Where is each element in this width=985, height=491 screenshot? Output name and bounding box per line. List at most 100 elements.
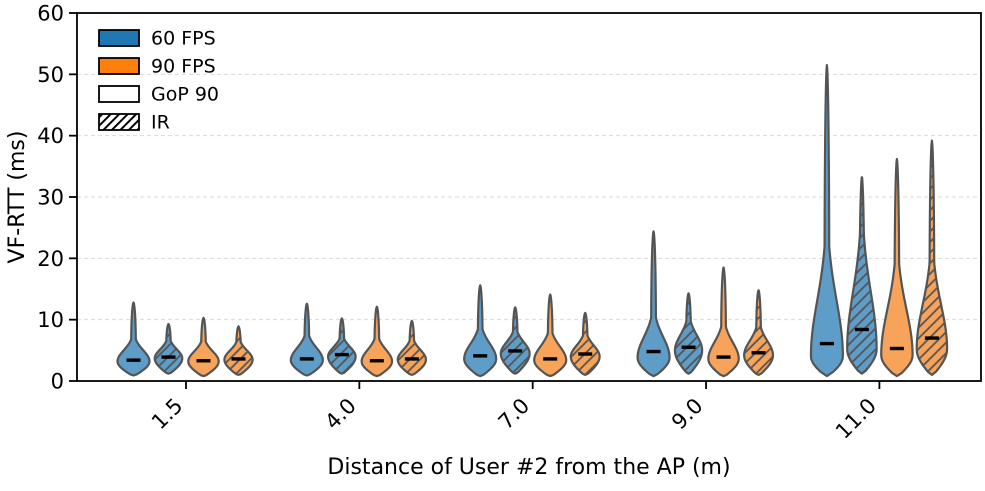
legend-swatch-gop90 [98,85,140,103]
median-bar [231,357,246,361]
y-tick-label: 60 [37,2,64,26]
violin-9.0m-90-fps-ir [743,289,775,376]
violin-hatch [570,312,600,375]
legend-label-90fps: 90 FPS [151,56,216,78]
median-bar [681,345,696,349]
legend-item-60fps: 60 FPS [98,28,216,50]
violin-body [534,294,567,377]
violin-outline [187,316,220,378]
violin-4.0m-90-fps-ir [396,319,428,376]
violin-11.0m-90-fps-gop-90 [880,157,914,378]
median-bar [299,357,314,361]
violin-body [881,158,913,377]
violin-outline [360,305,394,378]
violin-outline [533,293,568,378]
violin-9.0m-60-fps-gop-90 [636,230,671,378]
violin-outline [116,301,151,377]
violin-outline [880,157,914,378]
violin-1.5m-90-fps-ir [223,325,254,376]
violin-9.0m-60-fps-ir [673,292,704,375]
violin-hatch [916,140,948,375]
violin-body [290,303,323,376]
median-bar [819,341,834,346]
legend-item-90fps: 90 FPS [98,56,216,78]
median-bar [334,352,349,357]
violin-11.0m-60-fps-ir [846,176,878,375]
median-bar [889,346,904,351]
median-bar [646,349,661,354]
y-tick-label: 0 [51,370,64,394]
legend-swatch-60fps [98,29,140,47]
legend-swatch-90fps [98,57,140,75]
legend-item-ir: IR [98,112,170,134]
violin-7.0m-60-fps-ir [499,306,531,375]
violin-7.0m-90-fps-gop-90 [533,293,568,378]
violin-outline [743,289,775,376]
median-bar [161,355,176,359]
violin-7.0m-60-fps-gop-90 [463,284,498,378]
median-bar [196,359,211,363]
violin-outline [499,306,531,375]
median-bar [543,357,558,361]
violin-outline [326,317,357,375]
violin-outline [809,64,844,378]
median-bar [404,357,419,361]
violin-outline [707,266,740,378]
violin-body [464,285,497,377]
violin-hatch [744,290,773,375]
legend-swatch-ir [98,113,140,131]
y-tick-label: 20 [37,247,64,271]
y-axis-label: VF-RTT (ms) [5,131,30,264]
violin-4.0m-90-fps-gop-90 [360,305,394,378]
median-bar [508,349,523,353]
violin-hatch [154,323,183,374]
legend-label-60fps: 60 FPS [151,28,216,50]
plot-border [76,12,982,382]
violins [116,64,949,378]
violin-outline [289,302,324,377]
median-bar [751,351,766,355]
violin-hatch [328,318,356,374]
legend: 60 FPS 90 FPS GoP 90 IR [98,28,219,134]
violin-hatch [224,326,253,375]
violin-hatch [674,293,703,374]
legend-label-gop90: GoP 90 [151,84,219,106]
legend-item-gop90: GoP 90 [98,84,219,106]
violin-outline [569,311,601,376]
gridlines [77,73,981,321]
y-tick-label: 10 [37,308,64,332]
violin-11.0m-90-fps-ir [915,139,949,376]
violin-outline [223,325,254,376]
y-tick-label: 40 [37,124,64,148]
median-bar [854,327,869,332]
violin-outline [463,284,498,378]
violin-outline [673,292,704,375]
y-tick-label: 50 [37,63,64,87]
violin-11.0m-60-fps-gop-90 [809,64,844,378]
violin-body [637,231,670,377]
violin-hatch [397,320,426,375]
violin-1.5m-60-fps-gop-90 [116,301,151,377]
violin-body [810,65,843,377]
median-bar [369,359,384,363]
violin-outline [153,322,184,375]
median-bar [473,354,488,358]
violin-body [117,302,150,376]
violin-1.5m-90-fps-gop-90 [187,316,220,378]
violin-outline [915,139,949,376]
y-tick-label: 30 [37,186,64,210]
median-bar [716,355,731,359]
violin-1.5m-60-fps-ir [153,322,184,375]
violin-outline [396,319,428,376]
median-bar [126,358,141,362]
violin-4.0m-60-fps-ir [326,317,357,375]
violin-hatch [847,177,877,374]
median-bar [578,352,593,356]
violin-9.0m-90-fps-gop-90 [707,266,740,378]
violin-body [708,267,739,377]
violin-hatch [500,307,530,374]
x-axis-label: Distance of User #2 from the AP (m) [327,455,730,480]
